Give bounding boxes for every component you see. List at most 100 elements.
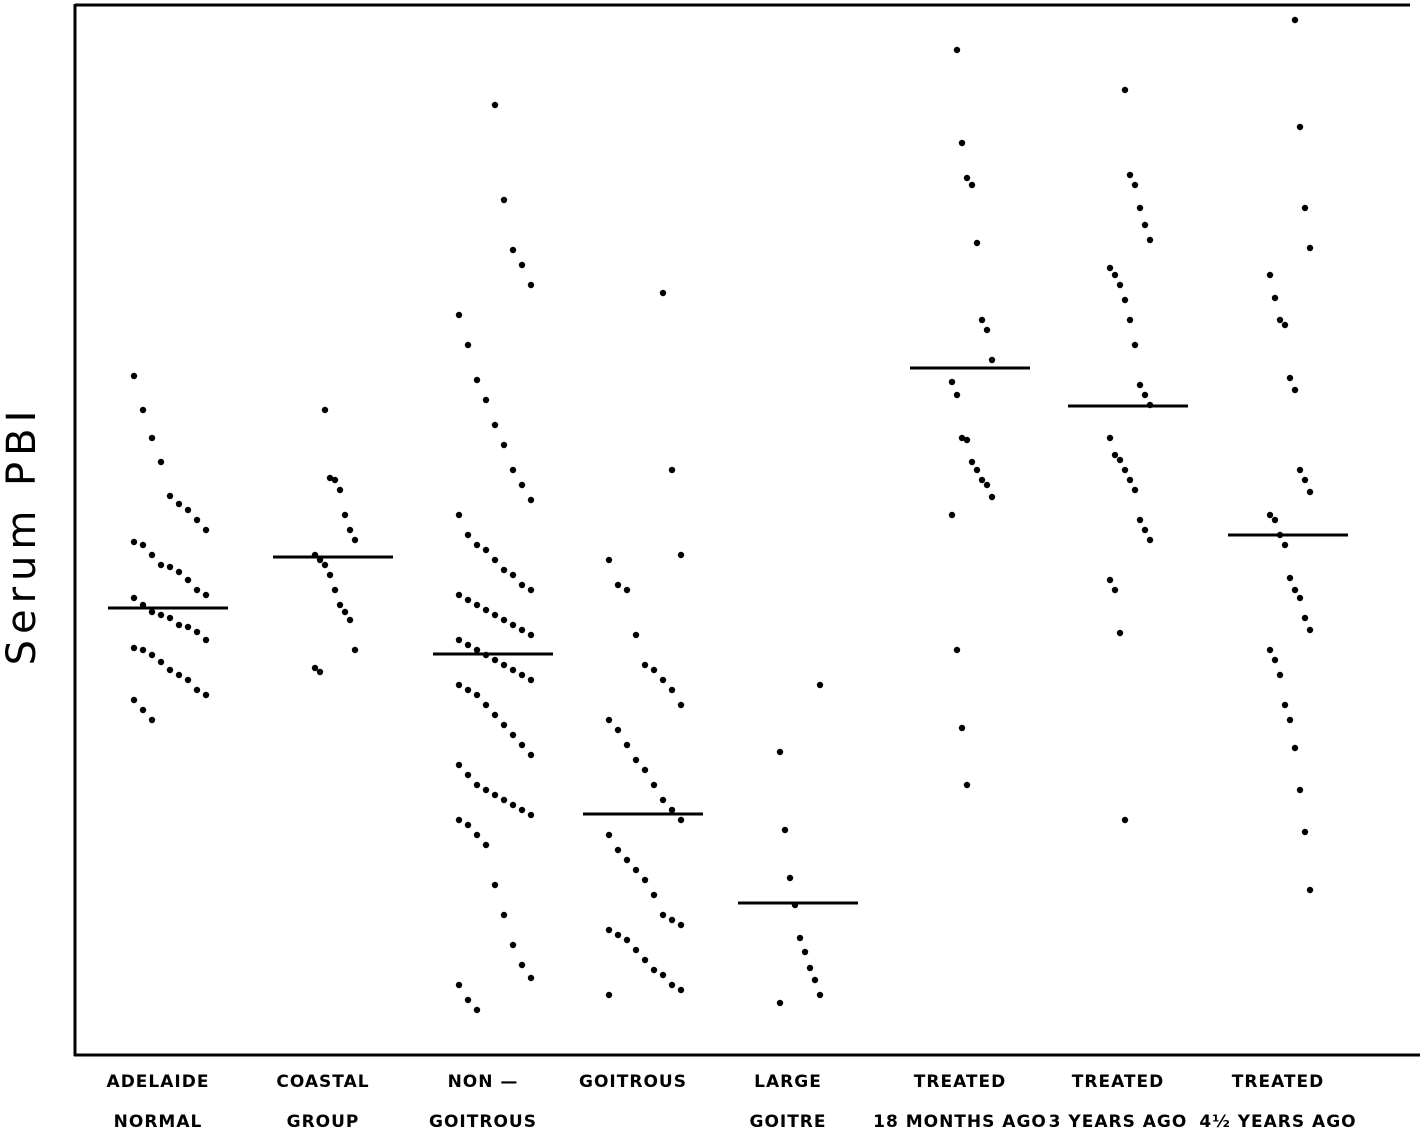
data-dot [605,556,613,564]
data-dot [175,568,183,576]
data-dot [1121,466,1129,474]
data-dot [346,526,354,534]
data-dot [1126,316,1134,324]
data-dot [509,801,517,809]
data-dot [623,586,631,594]
y-axis-label: Serum PBI [0,405,45,666]
data-dot [958,139,966,147]
data-dot [331,586,339,594]
data-dot [491,611,499,619]
data-dot [668,806,676,814]
data-dot [983,326,991,334]
data-dot [518,671,526,679]
data-dot [184,506,192,514]
data-dot [973,239,981,247]
data-dot [659,911,667,919]
data-dot [491,791,499,799]
data-dot [311,664,319,672]
data-dot [157,658,165,666]
data-dot [953,391,961,399]
data-dot [464,531,472,539]
data-dot [509,621,517,629]
data-dot [1291,386,1299,394]
data-dot [500,616,508,624]
data-dot [518,806,526,814]
data-dot [1136,381,1144,389]
data-dot [668,981,676,989]
data-dot [482,701,490,709]
data-dot [963,781,971,789]
data-dot [958,724,966,732]
data-dot [184,676,192,684]
data-dot [527,496,535,504]
data-dot [623,741,631,749]
data-dot [1111,451,1119,459]
data-dot [482,546,490,554]
data-dot [341,511,349,519]
data-dot [1286,716,1294,724]
data-dot [130,594,138,602]
data-dot [978,316,986,324]
data-dot [202,591,210,599]
category-label: COASTAL [276,1072,369,1092]
data-dot [351,646,359,654]
data-dot [527,676,535,684]
data-dot [464,996,472,1004]
data-dot [464,596,472,604]
data-dot [632,866,640,874]
data-dot [130,372,138,380]
data-dot [677,986,685,994]
data-dot [948,511,956,519]
data-dot [473,646,481,654]
data-dot [1131,341,1139,349]
data-dot [1286,374,1294,382]
data-dot [148,608,156,616]
data-dot [139,406,147,414]
data-dot [202,691,210,699]
data-dot [641,956,649,964]
category-label: TREATED [1072,1072,1164,1092]
data-dot [316,668,324,676]
data-dot [614,931,622,939]
data-dot [1281,701,1289,709]
data-dot [455,511,463,519]
category-label: GOITROUS [429,1112,537,1130]
data-dot [1276,671,1284,679]
data-dot [157,611,165,619]
data-dot [351,536,359,544]
data-dot [518,741,526,749]
data-dot [1301,614,1309,622]
data-dot [632,946,640,954]
data-dot [527,631,535,639]
data-dot [346,616,354,624]
data-dot [1131,181,1139,189]
data-dot [500,721,508,729]
category-label: 3 YEARS AGO [1049,1112,1188,1130]
category-label: NORMAL [114,1112,203,1130]
data-dot [1276,316,1284,324]
data-dot [482,786,490,794]
data-dot [455,681,463,689]
data-dot [677,551,685,559]
data-dot [500,796,508,804]
data-dot [1296,466,1304,474]
data-dot [796,934,804,942]
category-label: 4½ YEARS AGO [1199,1112,1356,1130]
data-dot [1271,656,1279,664]
data-dot [455,591,463,599]
data-dot [148,651,156,659]
data-dot [781,826,789,834]
data-dot [1126,476,1134,484]
category-label: NON — [448,1072,519,1092]
data-dot [491,711,499,719]
data-dot [509,246,517,254]
data-dot [816,991,824,999]
data-dot [473,601,481,609]
data-dot [482,396,490,404]
data-dot [321,561,329,569]
data-dot [650,781,658,789]
data-dot [336,486,344,494]
data-dot [1281,541,1289,549]
data-dot [1146,236,1154,244]
data-dot [464,821,472,829]
